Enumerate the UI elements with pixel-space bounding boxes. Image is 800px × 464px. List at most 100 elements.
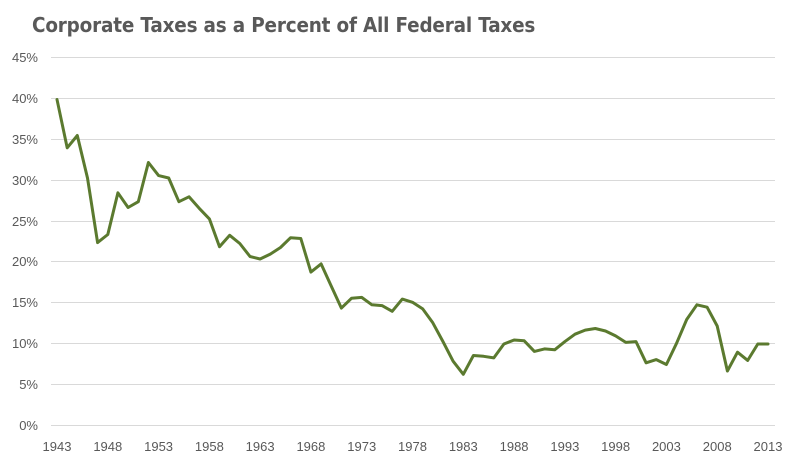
data-point-1968: [309, 271, 312, 274]
data-point-1956: [188, 195, 191, 198]
data-point-1973: [360, 296, 363, 299]
data-point-1995: [584, 329, 587, 332]
x-tick-label: 2008: [703, 439, 732, 454]
data-point-1985: [482, 355, 485, 358]
data-point-1943: [56, 98, 59, 101]
data-point-1972: [350, 297, 353, 300]
data-point-1949: [116, 191, 119, 194]
data-point-2000: [635, 340, 638, 343]
x-tick-label: 2013: [754, 439, 783, 454]
chart-title: Corporate Taxes as a Percent of All Fede…: [32, 13, 536, 37]
data-point-1977: [401, 298, 404, 301]
data-point-1969: [320, 262, 323, 265]
data-point-1991: [543, 347, 546, 350]
data-point-1946: [86, 177, 89, 180]
data-point-1951: [137, 200, 140, 203]
data-point-2010: [736, 351, 739, 354]
data-point-1963: [259, 258, 262, 261]
x-tick-label: 1948: [93, 439, 122, 454]
x-tick-label: 1958: [195, 439, 224, 454]
data-point-1965: [279, 246, 282, 249]
data-point-1955: [177, 200, 180, 203]
data-point-1998: [614, 334, 617, 337]
data-point-1958: [208, 217, 211, 220]
x-tick-label: 1978: [398, 439, 427, 454]
data-point-1975: [381, 304, 384, 307]
data-point-2013: [767, 343, 770, 346]
data-point-1997: [604, 330, 607, 333]
x-tick-label: 1968: [296, 439, 325, 454]
y-tick-label: 10%: [12, 336, 38, 351]
data-point-1980: [431, 321, 434, 324]
y-tick-label: 5%: [19, 377, 38, 392]
series-line: [55, 98, 770, 376]
gridlines: [51, 57, 775, 426]
x-tick-label: 1943: [43, 439, 72, 454]
data-point-1961: [238, 242, 241, 245]
data-point-2004: [675, 342, 678, 345]
data-point-1976: [391, 310, 394, 313]
data-point-2012: [756, 343, 759, 346]
data-point-1970: [330, 285, 333, 288]
x-axis-tick-labels: 1943 1948 1953 1958 1963 1968 1973 1978 1983 1988…: [43, 439, 783, 454]
data-point-2002: [655, 358, 658, 361]
data-point-1966: [289, 236, 292, 239]
x-tick-label: 1983: [449, 439, 478, 454]
data-point-1989: [523, 339, 526, 342]
x-tick-label: 1988: [500, 439, 529, 454]
y-tick-label: 35%: [12, 132, 38, 147]
data-point-1979: [421, 307, 424, 310]
data-point-1959: [218, 245, 221, 248]
data-point-1996: [594, 327, 597, 330]
data-point-2011: [746, 359, 749, 362]
data-point-1950: [127, 206, 130, 209]
data-point-1948: [106, 233, 109, 236]
data-point-2009: [726, 370, 729, 373]
data-point-1953: [157, 174, 160, 177]
data-point-1978: [411, 301, 414, 304]
x-tick-label: 1998: [601, 439, 630, 454]
data-point-2007: [706, 306, 709, 309]
data-point-1954: [167, 177, 170, 180]
y-tick-label: 15%: [12, 295, 38, 310]
data-point-1993: [563, 340, 566, 343]
data-point-1982: [452, 360, 455, 363]
data-point-1983: [462, 373, 465, 376]
y-tick-label: 45%: [12, 50, 38, 65]
data-point-1974: [370, 303, 373, 306]
data-point-1964: [269, 253, 272, 256]
data-point-1994: [574, 333, 577, 336]
series-layer: [55, 98, 770, 376]
data-point-2006: [695, 303, 698, 306]
y-tick-label: 0%: [19, 418, 38, 433]
data-point-1962: [249, 255, 252, 258]
y-tick-label: 40%: [12, 91, 38, 106]
data-point-1990: [533, 350, 536, 353]
data-point-2005: [685, 318, 688, 321]
data-point-2003: [665, 363, 668, 366]
data-point-1944: [66, 146, 69, 149]
y-tick-label: 30%: [12, 173, 38, 188]
x-tick-label: 1963: [246, 439, 275, 454]
data-point-1957: [198, 207, 201, 210]
x-tick-label: 1993: [550, 439, 579, 454]
data-point-1960: [228, 234, 231, 237]
data-point-2001: [645, 361, 648, 364]
x-tick-label: 1953: [144, 439, 173, 454]
data-point-1999: [624, 341, 627, 344]
data-point-1947: [96, 241, 99, 244]
data-point-1971: [340, 307, 343, 310]
data-point-1988: [513, 339, 516, 342]
y-tick-label: 20%: [12, 254, 38, 269]
data-point-1981: [442, 340, 445, 343]
x-tick-label: 2003: [652, 439, 681, 454]
data-point-1945: [76, 134, 79, 137]
x-tick-label: 1973: [347, 439, 376, 454]
y-axis-tick-labels: 0% 5% 10% 15% 20% 25% 30% 35% 40% 45%: [12, 50, 38, 433]
data-point-1967: [299, 237, 302, 240]
data-point-1992: [553, 348, 556, 351]
data-point-1984: [472, 354, 475, 357]
data-point-1952: [147, 161, 150, 164]
data-point-1986: [492, 356, 495, 359]
